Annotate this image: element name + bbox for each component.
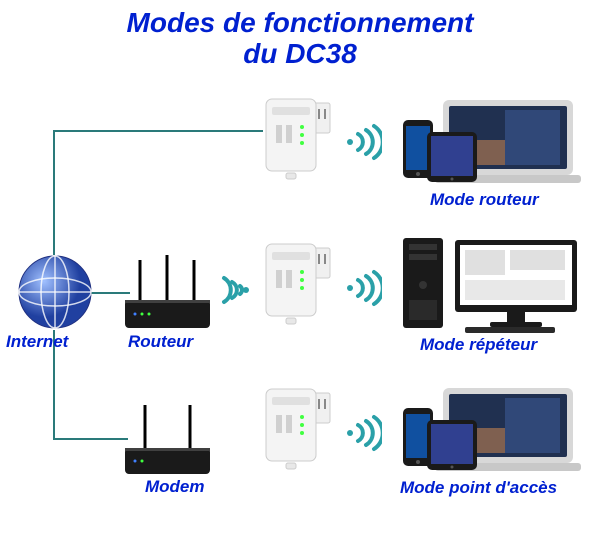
client-devices-icon bbox=[395, 378, 585, 478]
modem-icon bbox=[120, 400, 215, 478]
wifi-signal-icon bbox=[342, 122, 382, 162]
title-line-2: du DC38 bbox=[0, 39, 600, 70]
modem-label: Modem bbox=[145, 477, 205, 497]
internet-label: Internet bbox=[6, 332, 68, 352]
client-devices-icon bbox=[395, 90, 585, 190]
connection-line bbox=[53, 130, 55, 255]
connection-line bbox=[53, 130, 263, 132]
wifi-signal-icon bbox=[342, 268, 382, 308]
title-line-1: Modes de fonctionnement bbox=[0, 8, 600, 39]
dc38-device-icon bbox=[262, 95, 334, 180]
desktop-pc-icon bbox=[395, 230, 585, 335]
dc38-device-icon bbox=[262, 240, 334, 325]
mode-repeater-label: Mode répéteur bbox=[420, 335, 537, 355]
wifi-signal-icon bbox=[342, 413, 382, 453]
internet-globe-icon bbox=[15, 252, 95, 332]
page-title: Modes de fonctionnement du DC38 bbox=[0, 0, 600, 70]
router-icon bbox=[120, 255, 215, 333]
mode-ap-label: Mode point d'accès bbox=[400, 478, 557, 498]
connection-line bbox=[53, 438, 128, 440]
dc38-device-icon bbox=[262, 385, 334, 470]
router-label: Routeur bbox=[128, 332, 193, 352]
wifi-signal-icon bbox=[218, 270, 258, 310]
mode-router-label: Mode routeur bbox=[430, 190, 539, 210]
